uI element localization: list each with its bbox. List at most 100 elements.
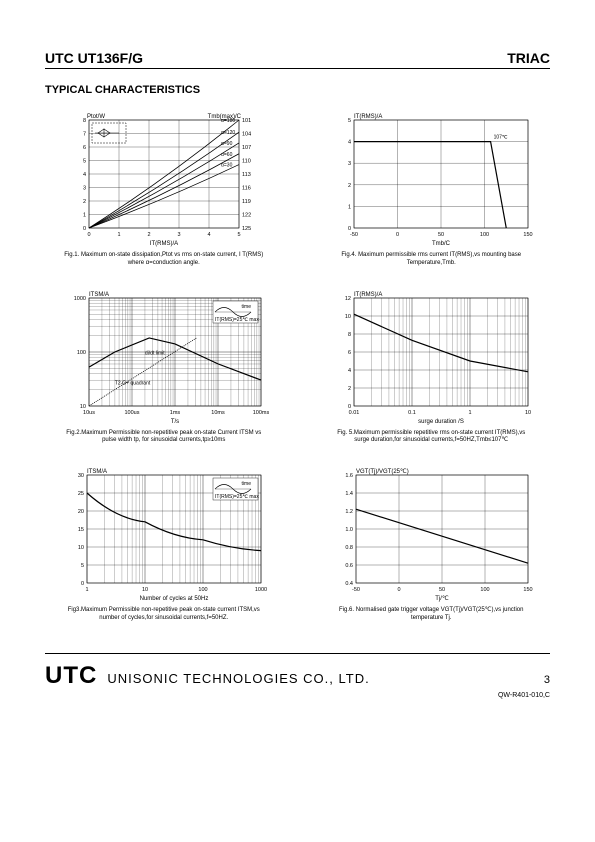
svg-text:107: 107 <box>242 145 251 151</box>
svg-text:α=60: α=60 <box>221 152 233 158</box>
charts-grid: 0123450123456781251221191161131101071041… <box>45 108 550 623</box>
svg-text:101: 101 <box>242 118 251 124</box>
svg-text:0.8: 0.8 <box>346 545 354 551</box>
svg-text:119: 119 <box>242 199 251 205</box>
svg-text:100: 100 <box>481 587 490 593</box>
svg-text:0: 0 <box>87 232 90 238</box>
svg-text:15: 15 <box>78 527 84 533</box>
fig1-caption: Fig.1. Maximum on-state dissipation,Ptot… <box>64 252 264 268</box>
svg-text:4: 4 <box>83 172 86 178</box>
fig1-svg: 0123450123456781251221191161131101071041… <box>59 108 269 248</box>
svg-text:1.6: 1.6 <box>346 473 354 479</box>
svg-text:1: 1 <box>348 204 351 210</box>
svg-text:0: 0 <box>81 581 84 587</box>
svg-text:10: 10 <box>525 410 531 416</box>
svg-text:116: 116 <box>242 186 251 192</box>
svg-text:1.2: 1.2 <box>346 509 354 515</box>
footer-brand: UTC UNISONIC TECHNOLOGIES CO., LTD. <box>45 662 370 690</box>
svg-text:10ms: 10ms <box>211 410 225 416</box>
svg-text:IT(RMS)/A: IT(RMS)/A <box>354 114 382 120</box>
svg-text:-50: -50 <box>350 232 358 238</box>
svg-text:10us: 10us <box>83 410 95 416</box>
svg-text:IT(RMS)/A: IT(RMS)/A <box>354 292 382 298</box>
svg-text:150: 150 <box>524 587 533 593</box>
svg-text:2: 2 <box>147 232 150 238</box>
svg-text:0: 0 <box>348 404 351 410</box>
company-name: UNISONIC TECHNOLOGIES CO., LTD. <box>107 671 369 686</box>
svg-text:T2-G+ quadrant: T2-G+ quadrant <box>115 380 151 386</box>
svg-text:10: 10 <box>78 545 84 551</box>
svg-text:Number of cycles at 50Hz: Number of cycles at 50Hz <box>139 596 208 602</box>
page-header: UTC UT136F/G TRIAC <box>45 50 550 69</box>
fig4-caption: Fig.4. Maximum permissible rms current I… <box>331 252 531 268</box>
svg-text:125: 125 <box>242 226 251 232</box>
svg-text:0.01: 0.01 <box>349 410 360 416</box>
svg-text:104: 104 <box>242 132 251 138</box>
svg-text:107℃: 107℃ <box>494 135 508 141</box>
doc-code: QW-R401-010,C <box>45 692 550 699</box>
fig2-caption: Fig.2.Maximum Permissible non-repetitive… <box>64 430 264 446</box>
svg-text:4: 4 <box>207 232 210 238</box>
svg-text:3: 3 <box>177 232 180 238</box>
svg-text:122: 122 <box>242 213 251 219</box>
svg-text:100us: 100us <box>124 410 139 416</box>
svg-text:0: 0 <box>396 232 399 238</box>
svg-text:α=90: α=90 <box>221 141 233 147</box>
fig2-svg: 10us100us1ms10ms100ms101001000ITSM/AT/sd… <box>59 286 269 426</box>
fig6: -500501001500.40.60.81.01.21.41.6VGT(Tj)… <box>313 463 551 623</box>
section-title: TYPICAL CHARACTERISTICS <box>45 84 550 96</box>
header-right: TRIAC <box>507 50 550 66</box>
fig5-caption: Fig. 5.Maximum permissible repetitive rm… <box>331 430 531 446</box>
svg-text:3: 3 <box>83 186 86 192</box>
svg-text:0.4: 0.4 <box>346 581 354 587</box>
fig4: -50050100150012345IT(RMS)/ATmb/C107℃ Fig… <box>313 108 551 268</box>
svg-text:6: 6 <box>348 350 351 356</box>
svg-text:110: 110 <box>242 159 251 165</box>
svg-text:-50: -50 <box>352 587 360 593</box>
svg-text:0: 0 <box>83 226 86 232</box>
svg-text:100: 100 <box>480 232 489 238</box>
svg-text:100: 100 <box>198 587 207 593</box>
svg-text:1: 1 <box>117 232 120 238</box>
svg-text:3: 3 <box>348 161 351 167</box>
svg-text:4: 4 <box>348 368 351 374</box>
svg-text:1: 1 <box>83 213 86 219</box>
fig4-svg: -50050100150012345IT(RMS)/ATmb/C107℃ <box>326 108 536 248</box>
svg-text:IT(RMS)=25℃ max: IT(RMS)=25℃ max <box>215 494 259 500</box>
svg-text:150: 150 <box>524 232 533 238</box>
svg-text:α=180: α=180 <box>221 118 235 124</box>
svg-text:5: 5 <box>348 118 351 124</box>
svg-text:20: 20 <box>78 509 84 515</box>
svg-text:IT(RMS)=25℃ max: IT(RMS)=25℃ max <box>215 317 259 323</box>
svg-text:IT(RMS)/A: IT(RMS)/A <box>150 241 178 247</box>
svg-text:7: 7 <box>83 132 86 138</box>
fig2: 10us100us1ms10ms100ms101001000ITSM/AT/sd… <box>45 286 283 446</box>
svg-text:0.6: 0.6 <box>346 563 354 569</box>
svg-text:8: 8 <box>348 332 351 338</box>
svg-text:5: 5 <box>81 563 84 569</box>
svg-text:100: 100 <box>77 350 86 356</box>
svg-text:5: 5 <box>83 159 86 165</box>
svg-text:12: 12 <box>345 296 351 302</box>
fig6-svg: -500501001500.40.60.81.01.21.41.6VGT(Tj)… <box>326 463 536 603</box>
page-number: 3 <box>544 674 550 686</box>
fig5: 0.010.1110024681012IT(RMS)/Asurge durati… <box>313 286 551 446</box>
svg-text:T/s: T/s <box>171 419 179 425</box>
svg-text:1: 1 <box>85 587 88 593</box>
svg-text:10: 10 <box>345 314 351 320</box>
svg-text:1.0: 1.0 <box>346 527 354 533</box>
svg-text:2: 2 <box>83 199 86 205</box>
svg-text:25: 25 <box>78 491 84 497</box>
svg-text:0: 0 <box>348 226 351 232</box>
svg-text:VGT(Tj)/VGT(25℃): VGT(Tj)/VGT(25℃) <box>356 469 409 475</box>
svg-text:time: time <box>241 481 251 487</box>
svg-text:di/dt limit: di/dt limit <box>145 350 165 356</box>
svg-text:8: 8 <box>83 118 86 124</box>
svg-text:2: 2 <box>348 386 351 392</box>
svg-text:time: time <box>241 304 251 310</box>
svg-text:6: 6 <box>83 145 86 151</box>
svg-text:ITSM/A: ITSM/A <box>87 469 107 475</box>
fig3-svg: 1101001000051015202530ITSM/ANumber of cy… <box>59 463 269 603</box>
svg-text:α=30: α=30 <box>221 163 233 169</box>
fig6-caption: Fig.6. Normalised gate trigger voltage V… <box>331 607 531 623</box>
